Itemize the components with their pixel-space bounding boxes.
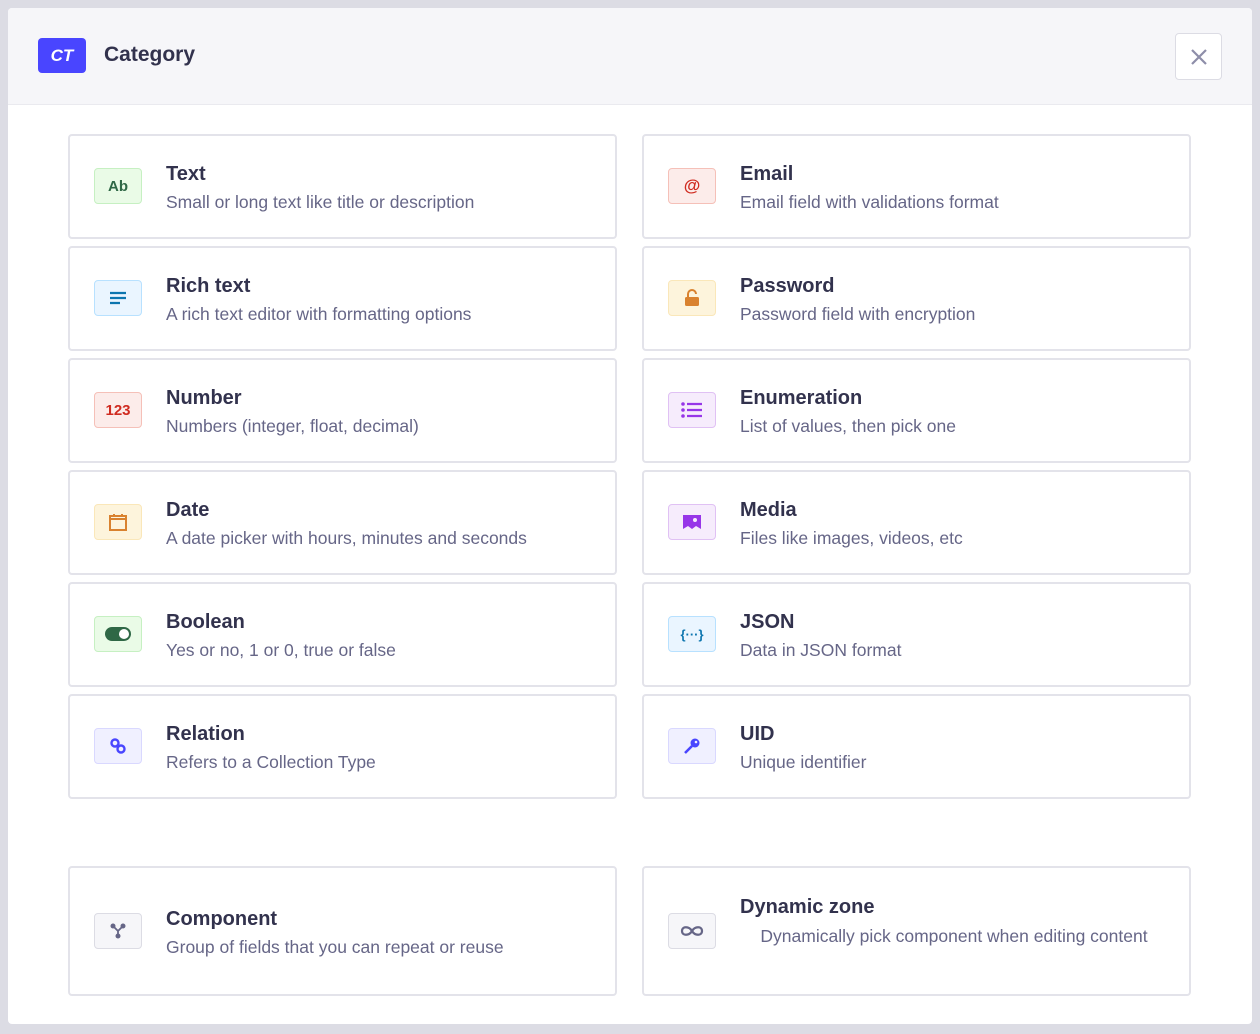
component-icon (94, 913, 142, 949)
field-type-rich-text[interactable]: Rich text A rich text editor with formatt… (68, 246, 617, 351)
field-type-description: Group of fields that you can repeat or r… (166, 937, 504, 957)
field-type-name: Component (166, 908, 278, 930)
field-type-name: UID (740, 723, 775, 745)
field-type-json[interactable]: {···} JSON Data in JSON format (642, 582, 1191, 687)
json-icon: {···} (668, 616, 716, 652)
field-type-description: Files like images, videos, etc (740, 528, 963, 548)
link-icon (94, 728, 142, 764)
email-icon: @ (668, 168, 716, 204)
lock-icon (668, 280, 716, 316)
close-icon (1190, 48, 1207, 65)
number-icon: 123 (94, 392, 142, 428)
close-button[interactable] (1175, 33, 1222, 80)
field-type-description: Small or long text like title or descrip… (166, 192, 475, 212)
field-type-name: Password (740, 275, 835, 297)
image-icon (668, 504, 716, 540)
field-type-description: Yes or no, 1 or 0, true or false (166, 640, 396, 660)
field-type-description: Dynamically pick component when editing … (760, 926, 1148, 946)
field-type-uid[interactable]: UID Unique identifier (642, 694, 1191, 799)
field-type-boolean[interactable]: Boolean Yes or no, 1 or 0, true or false (68, 582, 617, 687)
field-type-name: Dynamic zone (740, 896, 875, 918)
field-type-name: Email (740, 163, 794, 185)
field-type-description: A date picker with hours, minutes and se… (166, 528, 527, 548)
modal-title: Category (104, 43, 196, 66)
field-type-text[interactable]: Ab Text Small or long text like title or d… (68, 134, 617, 239)
toggle-icon (94, 616, 142, 652)
modal-header: CT Category (8, 8, 1252, 105)
field-type-description: Refers to a Collection Type (166, 752, 376, 772)
field-type-dynamic-zone[interactable]: Dynamic zone Dynamically pick component … (642, 866, 1191, 996)
content-type-badge: CT (38, 38, 86, 73)
list-icon (668, 392, 716, 428)
field-type-email[interactable]: @ Email Email field with validations forma… (642, 134, 1191, 239)
field-type-description: Unique identifier (740, 752, 867, 772)
field-type-name: Text (166, 163, 206, 185)
field-type-password[interactable]: Password Password field with encryption (642, 246, 1191, 351)
field-type-name: Enumeration (740, 387, 863, 409)
field-type-name: JSON (740, 611, 795, 633)
text-lines-icon (94, 280, 142, 316)
field-type-number[interactable]: 123 Number Numbers (integer, float, decima… (68, 358, 617, 463)
text-icon: Ab (94, 168, 142, 204)
field-type-enumeration[interactable]: Enumeration List of values, then pick one (642, 358, 1191, 463)
field-type-name: Media (740, 499, 797, 521)
field-type-description: Data in JSON format (740, 640, 902, 660)
calendar-icon (94, 504, 142, 540)
field-type-description: A rich text editor with formatting optio… (166, 304, 472, 324)
field-type-description: List of values, then pick one (740, 416, 956, 436)
field-type-date[interactable]: Date A date picker with hours, minutes an… (68, 470, 617, 575)
field-type-description: Email field with validations format (740, 192, 999, 212)
field-type-description: Password field with encryption (740, 304, 976, 324)
field-type-modal: CT Category Ab Text Small or long text lik… (8, 8, 1252, 1024)
field-type-component[interactable]: Component Group of fields that you can r… (68, 866, 617, 996)
field-type-name: Number (166, 387, 242, 409)
field-type-relation[interactable]: Relation Refers to a Collection Type (68, 694, 617, 799)
field-type-name: Relation (166, 723, 245, 745)
field-type-description: Numbers (integer, float, decimal) (166, 416, 419, 436)
field-type-name: Boolean (166, 611, 245, 633)
field-type-media[interactable]: Media Files like images, videos, etc (642, 470, 1191, 575)
field-type-name: Date (166, 499, 210, 521)
infinity-icon (668, 913, 716, 949)
field-type-name: Rich text (166, 275, 251, 297)
key-icon (668, 728, 716, 764)
